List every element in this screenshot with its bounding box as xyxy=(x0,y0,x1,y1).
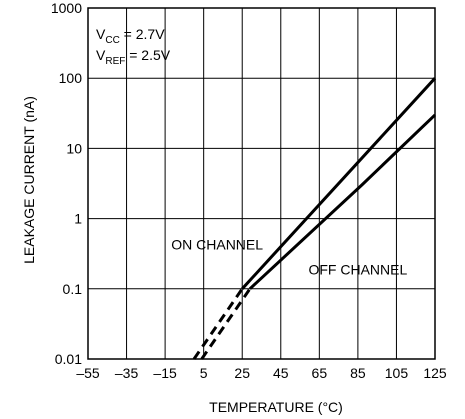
x-tick-label: –55 xyxy=(76,365,100,381)
y-tick-label: 100 xyxy=(59,70,83,86)
x-tick-label: 85 xyxy=(350,365,366,381)
on-channel-dashed-line xyxy=(192,287,244,360)
off-channel-solid-line xyxy=(248,113,437,290)
on-channel-solid-line xyxy=(241,77,437,290)
x-tick-label: 65 xyxy=(312,365,328,381)
x-tick-label: –15 xyxy=(153,365,177,381)
y-axis-title: LEAKAGE CURRENT (nA) xyxy=(21,96,37,264)
x-tick-label: 45 xyxy=(273,365,289,381)
y-tick-label: 1 xyxy=(74,211,82,227)
y-tick-label: 1000 xyxy=(51,0,82,16)
vcc-annotation: VCC = 2.7V xyxy=(96,26,165,46)
x-tick-label: 25 xyxy=(234,365,250,381)
off-channel-label: OFF CHANNEL xyxy=(308,261,407,277)
x-tick-label: 5 xyxy=(200,365,208,381)
x-tick-label: –35 xyxy=(115,365,139,381)
curves xyxy=(192,77,437,360)
on-channel-label: ON CHANNEL xyxy=(171,237,263,253)
x-tick-label: 105 xyxy=(385,365,409,381)
y-tick-label: 0.1 xyxy=(63,281,83,297)
x-axis-title: TEMPERATURE (°C) xyxy=(209,399,343,415)
y-tick-label: 10 xyxy=(66,140,82,156)
plot-frame xyxy=(87,7,436,360)
y-tick-label: 0.01 xyxy=(55,351,82,367)
x-tick-label: 125 xyxy=(423,365,447,381)
tick-labels: –55 –35 –15 5 25 45 65 85 105 125 0.01 0.1 1 10 100 100… xyxy=(51,0,447,381)
vref-annotation: VREF = 2.5V xyxy=(96,47,171,67)
